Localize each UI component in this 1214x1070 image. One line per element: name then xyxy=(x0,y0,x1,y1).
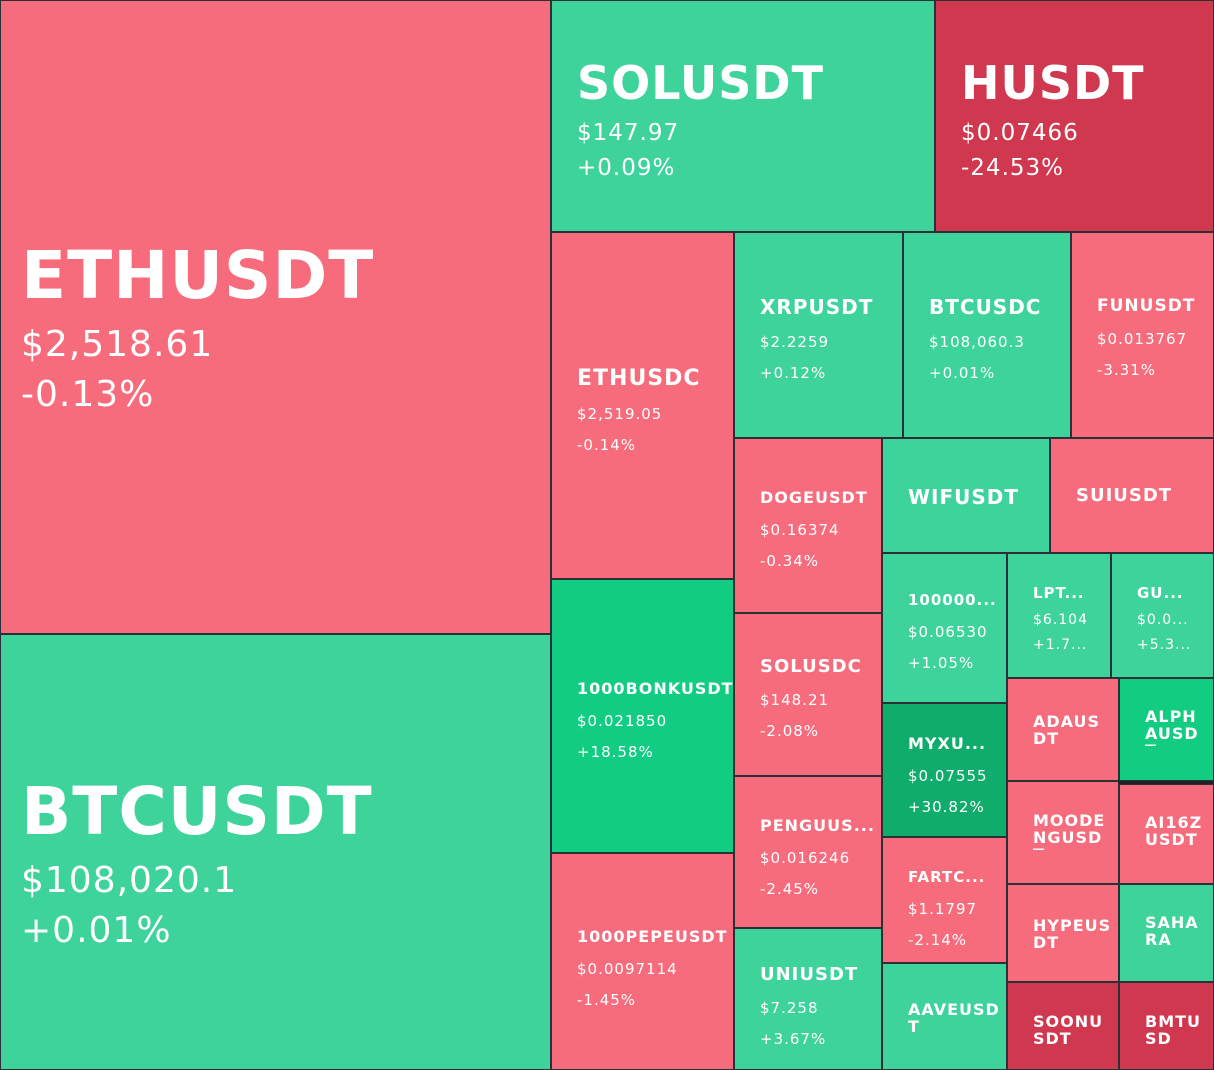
tile-price: $0.0097114 xyxy=(577,960,678,978)
tile-change: +0.01% xyxy=(929,364,996,382)
tile-adausdt[interactable]: ADAUSDT xyxy=(1007,678,1119,781)
tile-symbol: MYXU... xyxy=(908,734,987,753)
tile-wifusdt[interactable]: WIFUSDT xyxy=(882,438,1050,553)
tile-funusdt[interactable]: FUNUSDT $0.013767 -3.31% xyxy=(1071,232,1214,438)
tile-change: +1.05% xyxy=(908,654,975,672)
tile-change: +0.12% xyxy=(760,364,827,382)
tile-change: -1.45% xyxy=(577,991,637,1009)
tile-1000pepeusdt[interactable]: 1000PEPEUSDT $0.0097114 -1.45% xyxy=(551,853,734,1070)
tile-myxu[interactable]: MYXU... $0.07555 +30.82% xyxy=(882,703,1007,837)
tile-sahara[interactable]: SAHARA xyxy=(1119,884,1214,982)
tile-suiusdt[interactable]: SUIUSDT xyxy=(1050,438,1214,553)
tile-price: $0.021850 xyxy=(577,712,668,730)
tile-change: +0.09% xyxy=(577,155,676,181)
tile-symbol: 1000BONKUSDT xyxy=(577,679,734,698)
tile-symbol: SUIUSDT xyxy=(1076,485,1173,506)
tile-solusdc[interactable]: SOLUSDC $148.21 -2.08% xyxy=(734,613,882,776)
tile-xrpusdt[interactable]: XRPUSDT $2.2259 +0.12% xyxy=(734,232,903,438)
tile-symbol: SOLUSDT xyxy=(577,56,824,110)
tile-btcusdt[interactable]: BTCUSDT $108,020.1 +0.01% xyxy=(0,634,551,1070)
tile-symbol: SOONUSDT xyxy=(1033,1014,1104,1048)
tile-1000bonkusdt[interactable]: 1000BONKUSDT $0.021850 +18.58% xyxy=(551,579,734,853)
tile-uniusdt[interactable]: UNIUSDT $7.258 +3.67% xyxy=(734,928,882,1070)
tile-penguus[interactable]: PENGUUS... $0.016246 -2.45% xyxy=(734,776,882,928)
tile-change: +5.3... xyxy=(1137,637,1192,653)
tile-change: -3.31% xyxy=(1097,361,1157,379)
tile-lpt[interactable]: LPT... $6.104 +1.7... xyxy=(1007,553,1111,678)
tile-symbol: BMTUSD xyxy=(1145,1014,1202,1048)
tile-symbol: FUNUSDT xyxy=(1097,296,1196,316)
tile-change: -2.14% xyxy=(908,931,968,949)
tile-soonusdt[interactable]: SOONUSDT xyxy=(1007,982,1119,1070)
tile-symbol: LPT... xyxy=(1033,584,1085,602)
tile-gu[interactable]: GU... $0.0... +5.3... xyxy=(1111,553,1214,678)
tile-change: +0.01% xyxy=(21,910,172,951)
tile-dogeusdt[interactable]: DOGEUSDT $0.16374 -0.34% xyxy=(734,438,882,613)
tile-ethusdt[interactable]: ETHUSDT $2,518.61 -0.13% xyxy=(0,0,551,634)
tile-price: $1.1797 xyxy=(908,900,978,918)
tile-symbol: ADAUSDT xyxy=(1033,714,1101,748)
tile-symbol: BTCUSDC xyxy=(929,295,1042,319)
tile-symbol: PENGUUS... xyxy=(760,816,875,835)
tile-moodengusdt[interactable]: MOODENGUSDT xyxy=(1007,781,1119,884)
tile-change: -2.45% xyxy=(760,880,820,898)
tile-change: -0.34% xyxy=(760,552,820,570)
tile-change: -0.13% xyxy=(21,374,155,415)
tile-symbol: ETHUSDC xyxy=(577,366,701,391)
tile-ai16zusdt[interactable]: AI16ZUSDT xyxy=(1119,784,1214,884)
tile-symbol: 100000... xyxy=(908,591,997,609)
tile-symbol: ALPHAUSDT xyxy=(1145,709,1199,746)
tile-100000[interactable]: 100000... $0.06530 +1.05% xyxy=(882,553,1007,703)
tile-price: $2,519.05 xyxy=(577,405,663,423)
tile-price: $0.013767 xyxy=(1097,330,1188,348)
tile-price: $7.258 xyxy=(760,999,819,1017)
tile-price: $0.06530 xyxy=(908,623,988,641)
tile-price: $2,518.61 xyxy=(21,324,214,365)
tile-aaveusdt[interactable]: AAVEUSDT xyxy=(882,963,1007,1070)
tile-price: $0.07466 xyxy=(961,120,1079,146)
tile-symbol: DOGEUSDT xyxy=(760,488,868,507)
tile-symbol: GU... xyxy=(1137,584,1184,602)
tile-btcusdc[interactable]: BTCUSDC $108,060.3 +0.01% xyxy=(903,232,1071,438)
tile-price: $0.16374 xyxy=(760,521,840,539)
tile-price: $2.2259 xyxy=(760,333,830,351)
tile-price: $0.07555 xyxy=(908,767,988,785)
tile-alphausdt[interactable]: ALPHAUSDT xyxy=(1119,678,1214,781)
tile-symbol: XRPUSDT xyxy=(760,295,874,319)
tile-symbol: HUSDT xyxy=(961,56,1145,110)
tile-symbol: MOODENGUSDT xyxy=(1033,813,1106,850)
tile-symbol: AAVEUSDT xyxy=(908,1002,1000,1036)
tile-price: $0.016246 xyxy=(760,849,851,867)
tile-price: $108,020.1 xyxy=(21,860,238,901)
tile-change: +18.58% xyxy=(577,743,654,761)
tile-symbol: ETHUSDT xyxy=(21,237,375,314)
tile-change: +1.7... xyxy=(1033,637,1088,653)
tile-solusdt[interactable]: SOLUSDT $147.97 +0.09% xyxy=(551,0,935,232)
tile-price: $108,060.3 xyxy=(929,333,1025,351)
tile-bmtusd[interactable]: BMTUSD xyxy=(1119,982,1214,1070)
tile-symbol: HYPEUSDT xyxy=(1033,918,1112,952)
tile-price: $147.97 xyxy=(577,120,680,146)
tile-price: $148.21 xyxy=(760,691,830,709)
tile-husdt[interactable]: HUSDT $0.07466 -24.53% xyxy=(935,0,1214,232)
tile-symbol: AI16ZUSDT xyxy=(1145,815,1203,849)
tile-symbol: 1000PEPEUSDT xyxy=(577,927,728,946)
tile-symbol: BTCUSDT xyxy=(21,773,373,850)
tile-change: +3.67% xyxy=(760,1030,827,1048)
tile-change: -24.53% xyxy=(961,155,1064,181)
tile-symbol: SOLUSDC xyxy=(760,656,862,677)
tile-hypeusdt[interactable]: HYPEUSDT xyxy=(1007,884,1119,982)
tile-price: $0.0... xyxy=(1137,612,1189,628)
tile-symbol: WIFUSDT xyxy=(908,485,1020,509)
tile-change: -2.08% xyxy=(760,722,820,740)
tile-symbol: SAHARA xyxy=(1145,915,1199,949)
tile-symbol: UNIUSDT xyxy=(760,964,859,985)
tile-symbol: FARTC... xyxy=(908,868,986,886)
tile-change: -0.14% xyxy=(577,436,637,454)
tile-price: $6.104 xyxy=(1033,612,1088,628)
tile-ethusdc[interactable]: ETHUSDC $2,519.05 -0.14% xyxy=(551,232,734,579)
tile-change: +30.82% xyxy=(908,798,985,816)
tile-fartc[interactable]: FARTC... $1.1797 -2.14% xyxy=(882,837,1007,963)
